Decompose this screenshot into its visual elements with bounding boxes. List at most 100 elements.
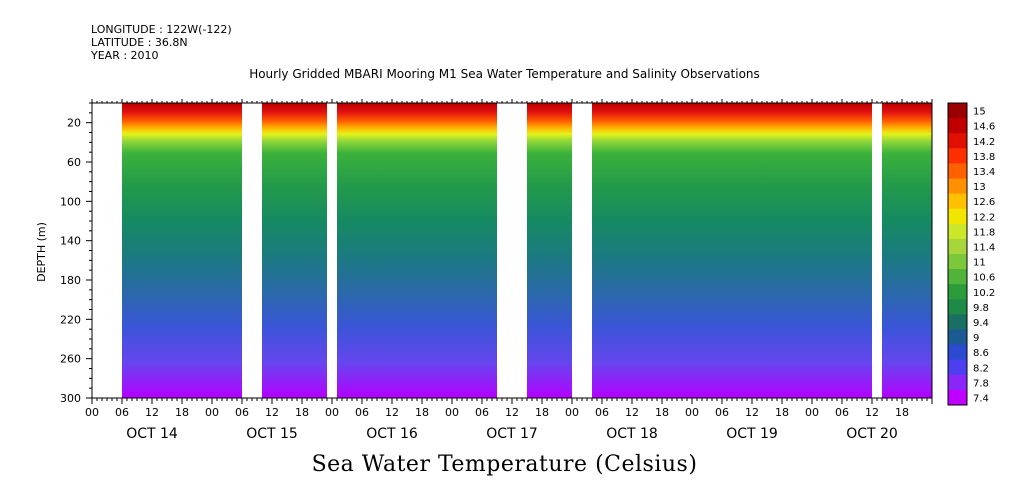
colorbar-label: 12.2 bbox=[973, 212, 995, 223]
colorbar-label: 9.4 bbox=[973, 318, 989, 329]
y-tick-label: 100 bbox=[60, 195, 81, 208]
x-hour-label: 00 bbox=[85, 406, 99, 419]
colorbar-label: 14.2 bbox=[973, 137, 995, 148]
data-gap-5 bbox=[872, 103, 882, 398]
x-hour-label: 18 bbox=[535, 406, 549, 419]
colorbar-label: 8.6 bbox=[973, 348, 989, 359]
colorbar-swatch bbox=[948, 269, 967, 285]
x-hour-label: 00 bbox=[205, 406, 219, 419]
x-hour-label: 00 bbox=[565, 406, 579, 419]
x-hour-label: 18 bbox=[415, 406, 429, 419]
colorbar-label: 10.2 bbox=[973, 288, 995, 299]
x-hour-label: 06 bbox=[355, 406, 369, 419]
year-label: YEAR : 2010 bbox=[91, 49, 159, 62]
colorbar-swatch bbox=[948, 133, 967, 149]
x-day-label: OCT 19 bbox=[726, 426, 778, 442]
colorbar-swatch bbox=[948, 299, 967, 315]
colorbar-swatch bbox=[948, 314, 967, 330]
colorbar-swatch bbox=[948, 208, 967, 225]
variable-title: Sea Water Temperature (Celsius) bbox=[311, 452, 698, 477]
data-gap-2 bbox=[327, 103, 337, 398]
longitude-label: LONGITUDE : 122W(-122) bbox=[91, 23, 232, 36]
colorbar-swatch bbox=[948, 344, 967, 361]
colorbar-label: 12.6 bbox=[973, 197, 995, 208]
colorbar-label: 11.4 bbox=[973, 242, 995, 253]
colorbar-swatch bbox=[948, 329, 967, 346]
time-axis: 00 06 12 18 00 06 12 18 00 06 12 18 00 06 12 18 00 06 12 18… bbox=[85, 99, 933, 442]
colorbar-label: 7.4 bbox=[973, 393, 989, 404]
x-hour-label: 06 bbox=[475, 406, 489, 419]
x-hour-label: 00 bbox=[685, 406, 699, 419]
x-hour-label: 12 bbox=[625, 406, 639, 419]
colorbar-swatch bbox=[948, 193, 967, 210]
x-day-label: OCT 14 bbox=[126, 426, 178, 442]
x-hour-label: 12 bbox=[265, 406, 279, 419]
x-hour-label: 18 bbox=[775, 406, 789, 419]
colorbar-swatch bbox=[948, 374, 967, 391]
x-hour-label: 06 bbox=[235, 406, 249, 419]
x-day-label: OCT 20 bbox=[846, 426, 898, 442]
x-hour-label: 06 bbox=[115, 406, 129, 419]
colorbar-swatch bbox=[948, 178, 967, 195]
colorbar-swatch bbox=[948, 103, 967, 119]
x-hour-label: 18 bbox=[295, 406, 309, 419]
x-day-label: OCT 15 bbox=[246, 426, 298, 442]
x-hour-label: 12 bbox=[145, 406, 159, 419]
data-gap-0 bbox=[92, 103, 122, 398]
depth-axis: 20 60 100 140 180 220 260 300 bbox=[60, 102, 92, 405]
x-hour-label: 12 bbox=[745, 406, 759, 419]
colorbar-swatch bbox=[948, 163, 967, 179]
data-gap-3 bbox=[497, 103, 527, 398]
y-tick-label: 260 bbox=[60, 353, 81, 366]
colorbar-label: 10.6 bbox=[973, 273, 995, 284]
y-tick-label: 140 bbox=[60, 235, 81, 248]
colorbar-swatch bbox=[948, 389, 967, 406]
heatmap-layer bbox=[92, 103, 932, 398]
colorbar-label: 14.6 bbox=[973, 122, 995, 133]
y-tick-label: 60 bbox=[67, 156, 81, 169]
x-hour-label: 12 bbox=[865, 406, 879, 419]
x-hour-label: 00 bbox=[805, 406, 819, 419]
y-tick-label: 20 bbox=[67, 117, 81, 130]
colorbar-label: 13.8 bbox=[973, 152, 995, 163]
x-hour-label: 18 bbox=[175, 406, 189, 419]
colorbar-label: 13.4 bbox=[973, 167, 995, 178]
x-day-label: OCT 16 bbox=[366, 426, 418, 442]
colorbar-label: 8.2 bbox=[973, 363, 989, 374]
colorbar-swatch bbox=[948, 359, 967, 376]
colorbar-label: 7.8 bbox=[973, 378, 989, 389]
colorbar-label: 9.8 bbox=[973, 303, 989, 314]
x-hour-label: 00 bbox=[445, 406, 459, 419]
x-hour-label: 18 bbox=[895, 406, 909, 419]
colorbar-swatch bbox=[948, 148, 967, 164]
x-day-label: OCT 17 bbox=[486, 426, 538, 442]
colorbar: 15 14.6 14.2 13.8 13.4 13 12.6 12.2 11.8 11.4 11 10… bbox=[947, 102, 995, 406]
colorbar-swatch bbox=[948, 223, 967, 240]
x-hour-label: 06 bbox=[595, 406, 609, 419]
x-hour-label: 06 bbox=[715, 406, 729, 419]
y-tick-label: 300 bbox=[60, 392, 81, 405]
x-hour-label: 18 bbox=[655, 406, 669, 419]
colorbar-swatch bbox=[948, 238, 967, 255]
y-tick-label: 220 bbox=[60, 313, 81, 326]
data-gap-1 bbox=[242, 103, 262, 398]
colorbar-label: 11.8 bbox=[973, 227, 995, 238]
x-day-label: OCT 18 bbox=[606, 426, 658, 442]
colorbar-border bbox=[947, 102, 968, 406]
x-hour-label: 12 bbox=[505, 406, 519, 419]
colorbar-swatch bbox=[948, 118, 967, 134]
x-hour-label: 06 bbox=[835, 406, 849, 419]
colorbar-swatch bbox=[948, 284, 967, 300]
colorbar-label: 11 bbox=[973, 258, 986, 269]
y-axis-label: DEPTH (m) bbox=[35, 222, 48, 282]
colorbar-label: 13 bbox=[973, 182, 986, 193]
chart-title: Hourly Gridded MBARI Mooring M1 Sea Wate… bbox=[249, 67, 760, 81]
colorbar-swatch bbox=[948, 254, 967, 270]
data-gap-4 bbox=[572, 103, 592, 398]
colorbar-label: 9 bbox=[973, 333, 979, 344]
y-tick-label: 180 bbox=[60, 274, 81, 287]
latitude-label: LATITUDE : 36.8N bbox=[91, 36, 188, 49]
colorbar-label: 15 bbox=[973, 107, 986, 118]
x-hour-label: 12 bbox=[385, 406, 399, 419]
